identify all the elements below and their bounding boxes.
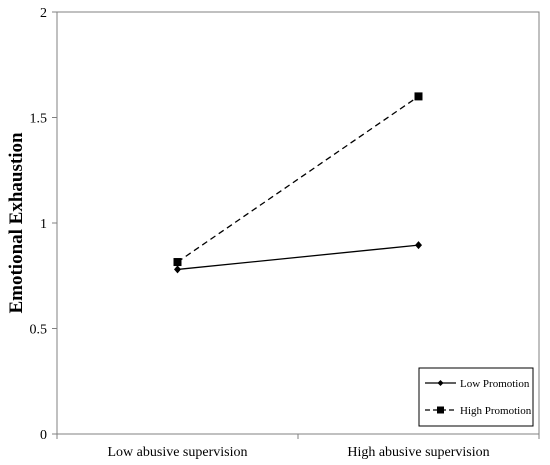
y-axis: 0 0.5 1 1.5 2 (30, 6, 57, 443)
y-tick-label: 0.5 (30, 323, 48, 338)
x-tick-label: High abusive supervision (347, 445, 489, 460)
series-line-low-promotion (177, 244, 419, 271)
data-point-low-promotion (415, 241, 422, 250)
legend-label-low-promotion: Low Promotion (460, 378, 530, 390)
legend: Low Promotion High Promotion (418, 367, 534, 427)
legend-label-high-promotion: High Promotion (460, 405, 532, 417)
legend-marker-low-promotion (437, 380, 444, 386)
data-point-low-promotion (174, 265, 181, 274)
data-point-high-promotion (173, 258, 182, 267)
data-point-high-promotion (414, 92, 423, 101)
y-tick-label: 2 (40, 6, 47, 21)
y-tick-label: 0 (40, 428, 47, 443)
x-tick-label: Low abusive supervision (108, 445, 248, 460)
legend-box (418, 367, 534, 427)
legend-marker-high-promotion (437, 406, 444, 414)
y-axis-label: Emotional Exhaustion (6, 132, 27, 314)
y-tick-label: 1 (40, 217, 47, 232)
y-tick-label: 1.5 (30, 112, 48, 127)
x-axis: Low abusive supervision High abusive supe… (56, 434, 540, 460)
series-line-high-promotion (177, 95, 419, 263)
series-layer (173, 92, 423, 274)
